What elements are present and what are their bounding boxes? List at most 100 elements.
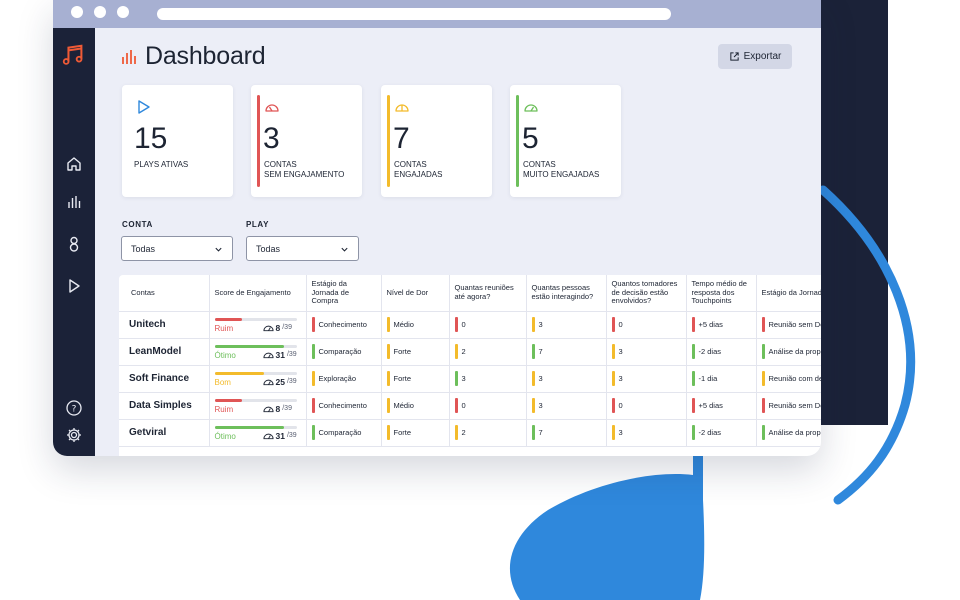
status-bar: [611, 344, 615, 359]
gauge-icon: [262, 379, 274, 386]
score-number: 25: [275, 376, 285, 387]
score-number: 31: [275, 349, 285, 360]
status-bar: [311, 425, 315, 440]
column-header[interactable]: Contas: [119, 275, 210, 312]
engagement-score-cell: Ótimo 31/39: [209, 419, 307, 447]
column-header[interactable]: Quantos tomadores de decisão estão envol…: [606, 275, 687, 312]
engagement-score: Bom 25/39: [214, 369, 299, 389]
gauge-icon: [395, 104, 409, 112]
table-cell: 3: [606, 338, 687, 366]
card-plays-ativas[interactable]: 15 PLAYS ATIVAS: [122, 85, 233, 197]
app-window: ? Dashboard Exportar 15 PLAYS ATIVAS 3 C…: [53, 0, 821, 456]
user-icon[interactable]: [62, 232, 86, 256]
gauge-icon: [262, 433, 274, 440]
table-row[interactable]: Getviral Ótimo 31/39 Comparação Forte 2 7 3 -2 d…: [119, 419, 821, 447]
cell-text: 3: [538, 320, 543, 329]
column-header[interactable]: Quantas reuniões até agora?: [449, 275, 527, 312]
cell-text: 3: [618, 374, 623, 383]
home-icon[interactable]: [62, 152, 86, 176]
table-cell: 0: [449, 311, 527, 339]
score-level: Ruim: [214, 404, 234, 414]
export-button[interactable]: Exportar: [718, 44, 792, 69]
table-row[interactable]: Unitech Ruim 8/39 Conhecimento Médio 0 3 0 +5 di…: [119, 311, 821, 339]
account-name[interactable]: Data Simples: [119, 392, 210, 420]
account-name[interactable]: Getviral: [119, 419, 210, 447]
score-max: /39: [282, 324, 292, 331]
bar-chart-icon[interactable]: [62, 190, 86, 214]
status-bar: [611, 398, 615, 413]
card-muito-engajadas[interactable]: 5 CONTAS MUITO ENGAJADAS: [510, 85, 621, 197]
column-header[interactable]: Estágio da Jornada de Compra: [306, 275, 382, 312]
score-level: Ruim: [214, 323, 234, 333]
cell-text: Comparação: [318, 428, 362, 437]
filter-conta-select[interactable]: Todas: [121, 236, 233, 261]
account-name[interactable]: LeanModel: [119, 338, 210, 366]
table-cell: -2 dias: [686, 338, 757, 366]
table-cell: Análise da proposta: [756, 419, 821, 447]
cell-text: 3: [461, 374, 466, 383]
column-header[interactable]: Tempo médio de resposta dos Touchpoints: [686, 275, 757, 312]
cell-text: 3: [618, 428, 623, 437]
music-note-logo-icon[interactable]: [62, 43, 86, 67]
table-cell: Reunião sem Decisor: [756, 311, 821, 339]
table-cell: Médio: [381, 392, 450, 420]
cell-text: 2: [461, 347, 466, 356]
card-engajadas[interactable]: 7 CONTAS ENGAJADAS: [381, 85, 492, 197]
filter-play-value: Todas: [256, 243, 281, 254]
status-bar: [691, 344, 695, 359]
table-cell: Reunião com decisor: [756, 365, 821, 393]
cell-content: 3: [531, 398, 601, 413]
status-bar: [691, 425, 695, 440]
accounts-table: Contas Score de Engajamento Estágio da J…: [119, 275, 821, 456]
table-row[interactable]: LeanModel Ótimo 31/39 Comparação Forte 2 7 3 -2 …: [119, 338, 822, 366]
address-bar[interactable]: [157, 8, 671, 20]
table-row[interactable]: Data Simples Ruim 8/39 Conhecimento Médio 0 3 0…: [119, 392, 821, 420]
browser-titlebar: [53, 0, 821, 28]
card-label: PLAYS ATIVAS: [134, 160, 189, 169]
table-cell: Análise da proposta: [756, 338, 822, 366]
column-header[interactable]: Score de Engajamento: [209, 275, 307, 312]
cell-content: 3: [611, 425, 681, 440]
column-header[interactable]: Estágio da Jornada de Decisão: [756, 275, 821, 312]
cell-content: Reunião com decisor: [761, 371, 821, 386]
svg-text:?: ?: [72, 405, 77, 415]
table-cell: Exploração: [306, 365, 382, 393]
column-header[interactable]: Nível de Dor: [381, 275, 450, 312]
score-value: 25/39: [262, 376, 297, 387]
cell-text: Análise da proposta: [768, 347, 822, 356]
table-cell: 3: [526, 392, 607, 420]
cell-content: 3: [611, 344, 681, 359]
play-icon[interactable]: [62, 274, 86, 298]
account-name[interactable]: Unitech: [119, 311, 210, 339]
cell-text: -2 dias: [698, 428, 722, 437]
score-max: /39: [286, 378, 297, 385]
table-cell: 3: [606, 365, 687, 393]
status-bar: [311, 344, 315, 359]
cell-content: Análise da proposta: [761, 425, 821, 440]
cell-content: -1 dia: [691, 371, 751, 386]
account-name[interactable]: Soft Finance: [119, 365, 210, 393]
score-value: 31/39: [262, 431, 297, 441]
table-cell: Comparação: [306, 338, 382, 366]
status-bar: [454, 398, 458, 413]
table-row[interactable]: Soft Finance Bom 25/39 Exploração Forte 3 3 3 -1…: [119, 365, 821, 393]
column-header[interactable]: Quantas pessoas estão interagindo?: [526, 275, 607, 312]
score-track: [214, 398, 297, 402]
page-title: Dashboard: [119, 42, 266, 71]
card-sem-engajamento[interactable]: 3 CONTAS SEM ENGAJAMENTO: [251, 85, 362, 197]
table-cell: Conhecimento: [306, 392, 382, 420]
help-icon[interactable]: ?: [62, 396, 86, 420]
main-content: Dashboard Exportar 15 PLAYS ATIVAS 3 CON…: [95, 28, 821, 456]
cell-content: 2: [454, 344, 521, 359]
filter-conta-value: Todas: [131, 243, 156, 254]
cell-text: -1 dia: [698, 374, 718, 383]
sidebar: ?: [53, 28, 95, 456]
card-value: 15: [134, 122, 168, 155]
gear-icon[interactable]: [62, 423, 86, 447]
table-cell: 0: [606, 311, 687, 339]
cell-text: 0: [461, 320, 466, 329]
cell-content: 3: [531, 371, 601, 386]
filter-play-select[interactable]: Todas: [246, 236, 359, 261]
cell-content: 0: [454, 317, 521, 332]
